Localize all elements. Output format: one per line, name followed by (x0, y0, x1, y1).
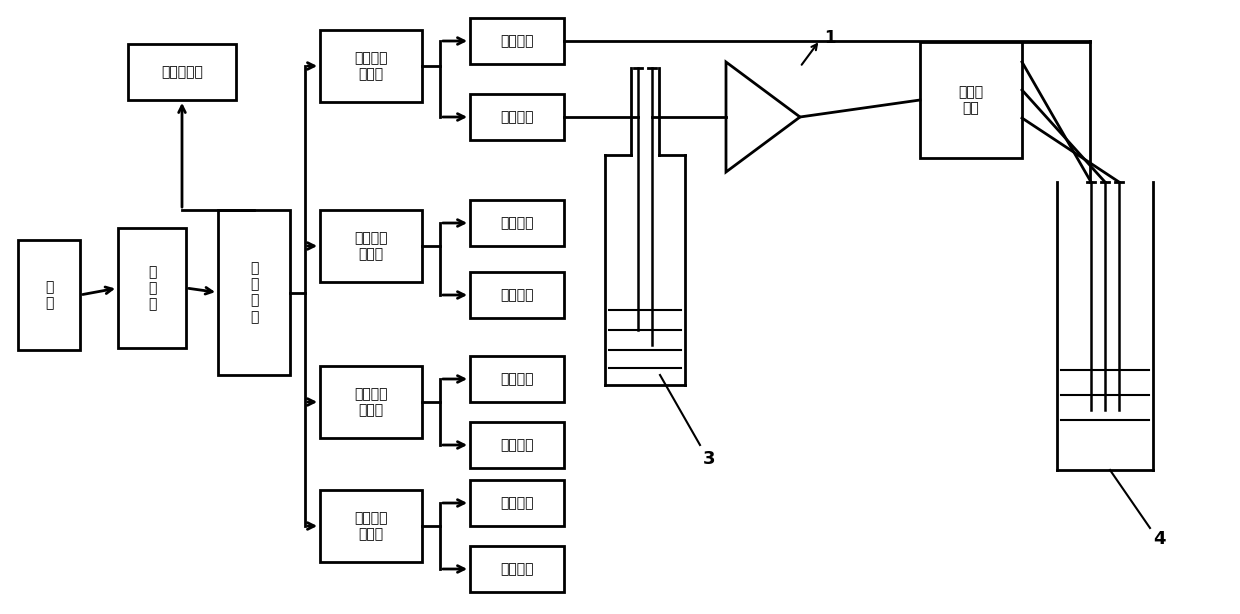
Text: 自动调压
模块三: 自动调压 模块三 (355, 387, 388, 417)
Bar (470, 94, 564, 140)
Text: 自动调压
模块四: 自动调压 模块四 (355, 511, 388, 541)
Text: 电
源: 电 源 (45, 280, 53, 310)
Bar (470, 422, 564, 468)
Text: 减
压
阀: 减 压 阀 (148, 265, 156, 311)
Text: 3: 3 (703, 450, 715, 468)
Bar (320, 490, 422, 562)
Text: 1: 1 (825, 29, 836, 47)
Text: 电磁阀七: 电磁阀七 (500, 496, 533, 510)
Bar (320, 210, 422, 282)
Bar (470, 200, 564, 246)
Text: 电磁阀三: 电磁阀三 (500, 216, 533, 230)
Bar (19, 240, 81, 350)
Text: 压
力
开
关: 压 力 开 关 (249, 261, 258, 324)
Text: 电磁阀四: 电磁阀四 (500, 288, 533, 302)
Bar (470, 356, 564, 402)
Bar (920, 42, 1022, 158)
Bar (470, 18, 564, 64)
Bar (218, 210, 290, 375)
Text: 自动调压
模块一: 自动调压 模块一 (355, 51, 388, 81)
Text: 微流控
芯片: 微流控 芯片 (959, 85, 983, 115)
Bar (118, 228, 186, 348)
Text: 4: 4 (1153, 530, 1166, 548)
Text: 自动调压
模块二: 自动调压 模块二 (355, 231, 388, 261)
Bar (320, 30, 422, 102)
Bar (470, 546, 564, 592)
Bar (128, 44, 236, 100)
Bar (320, 366, 422, 438)
Bar (470, 480, 564, 526)
Text: 电磁阀六: 电磁阀六 (500, 438, 533, 452)
Bar (470, 272, 564, 318)
Text: 电磁阀八: 电磁阀八 (500, 562, 533, 576)
Text: 泄压保护阀: 泄压保护阀 (161, 65, 203, 79)
Text: 电磁阀五: 电磁阀五 (500, 372, 533, 386)
Text: 电磁阀一: 电磁阀一 (500, 34, 533, 48)
Text: 电磁阀二: 电磁阀二 (500, 110, 533, 124)
